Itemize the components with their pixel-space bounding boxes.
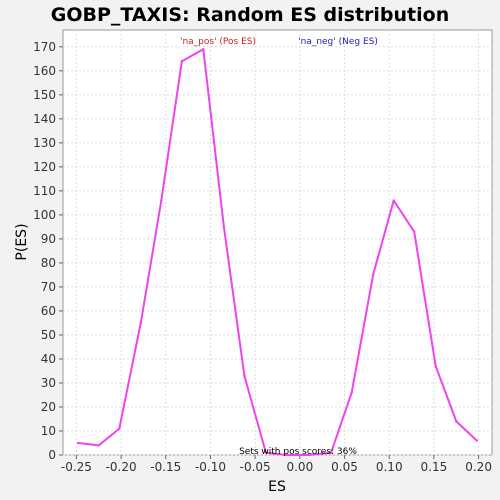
- x-tick-label: 0.15: [421, 460, 448, 474]
- x-tick-label: -0.15: [150, 460, 181, 474]
- grid-lines: [63, 30, 492, 456]
- y-tick-label: 120: [33, 160, 56, 174]
- y-tick-label: 100: [33, 208, 56, 222]
- x-tick-label: -0.10: [195, 460, 226, 474]
- y-tick-label: 70: [41, 280, 56, 294]
- plot-area: [62, 29, 493, 456]
- y-tick-label: 0: [48, 448, 56, 462]
- data-point: [118, 427, 121, 430]
- series-line: [78, 48, 478, 456]
- y-tick-label: 160: [33, 64, 56, 78]
- data-point: [180, 60, 184, 63]
- x-axis-label: ES: [268, 479, 286, 495]
- y-tick-label: 130: [33, 136, 56, 150]
- data-point: [264, 451, 268, 454]
- x-tick-label: -0.20: [106, 460, 137, 474]
- legend-neg-label: 'na_neg' (Neg ES): [298, 37, 378, 47]
- data-point: [202, 48, 205, 51]
- pos-scores-annotation: Sets with pos scores: 36%: [239, 447, 357, 457]
- y-tick-label: 10: [41, 424, 56, 438]
- y-tick-label: 80: [41, 256, 56, 270]
- data-point: [139, 321, 142, 325]
- data-point: [350, 391, 353, 394]
- x-tick-label: 0.00: [286, 460, 313, 474]
- x-tick-label: 0.05: [331, 460, 358, 474]
- data-point: [76, 441, 80, 445]
- data-point: [307, 453, 310, 457]
- y-tick-label: 170: [33, 40, 56, 54]
- data-point: [413, 230, 416, 233]
- legend-pos-label: 'na_pos' (Pos ES): [180, 37, 256, 47]
- chart-title: GOBP_TAXIS: Random ES distribution: [51, 4, 449, 26]
- data-point: [329, 451, 333, 454]
- y-tick-label: 60: [41, 304, 56, 318]
- data-point: [475, 439, 479, 442]
- data-point: [243, 374, 246, 377]
- data-point: [434, 364, 437, 368]
- data-point: [455, 420, 458, 423]
- y-axis-label: P(ES): [14, 223, 30, 260]
- y-tick-label: 20: [41, 400, 56, 414]
- x-tick-label: 0.20: [465, 460, 492, 474]
- y-axis: 0 10 20 30 40 50 60 70 80 90 100 110 120 130 140 150 160…: [33, 40, 63, 462]
- y-tick-label: 30: [41, 376, 56, 390]
- data-point: [160, 199, 163, 202]
- data-point: [97, 444, 100, 447]
- y-tick-label: 90: [41, 232, 56, 246]
- y-tick-label: 40: [41, 352, 56, 366]
- y-tick-label: 50: [41, 328, 56, 342]
- x-tick-label: -0.05: [240, 460, 271, 474]
- x-tick-label: -0.25: [61, 460, 92, 474]
- y-tick-label: 110: [33, 184, 56, 198]
- data-point: [285, 453, 288, 457]
- x-tick-label: 0.10: [376, 460, 403, 474]
- series-layer: [76, 48, 479, 457]
- y-tick-label: 140: [33, 112, 56, 126]
- y-tick-label: 150: [33, 88, 56, 102]
- data-point: [392, 199, 395, 202]
- data-point: [222, 225, 226, 229]
- x-axis: -0.25 -0.20 -0.15 -0.10 -0.05 0.00 0.05 0.10 0.1…: [61, 455, 492, 474]
- data-point: [371, 273, 375, 277]
